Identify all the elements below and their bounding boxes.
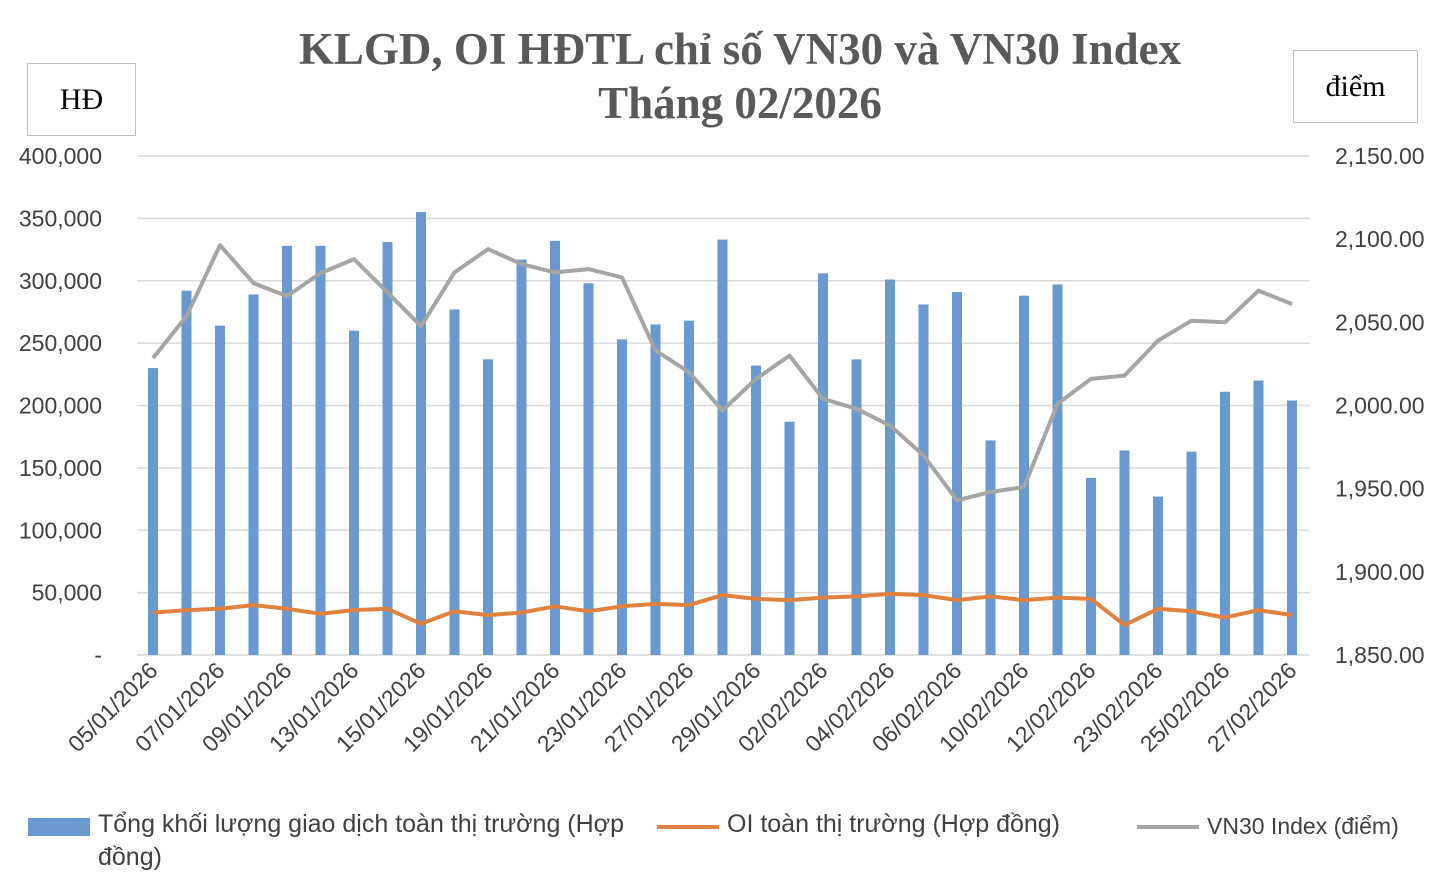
chart-title: KLGD, OI HĐTL chỉ số VN30 và VN30 Index … [0,22,1438,130]
bar-volume [1153,496,1163,655]
bar-volume [449,309,460,655]
right-tick-label: 2,150.00 [1335,143,1425,169]
bar-volume [349,330,359,655]
right-tick-label: 2,100.00 [1335,226,1425,252]
left-tick-label: 200,000 [19,393,102,419]
legend-swatch-volume [28,818,90,836]
left-tick-label: 100,000 [19,517,102,543]
legend-label-vn30: VN30 Index (điểm) [1207,813,1399,839]
right-tick-label: 1,950.00 [1335,476,1425,502]
line-oi [152,591,1293,628]
bar-volume [751,365,761,655]
legend-label-volume: Tổng khối lượng giao dịch toàn thị trườn… [98,810,624,871]
bar-volume [851,359,862,655]
left-tick-label: 50,000 [32,580,102,606]
legend-item-oi: OI toàn thị trường (Hợp đồng) [657,808,1060,841]
bar-volume [1220,391,1230,655]
left-tick-label: 150,000 [19,455,102,481]
bar-volume [684,320,694,655]
bar-volume [885,279,895,655]
left-axis-unit: HĐ [27,63,136,136]
line-vn30 [151,243,1293,503]
bar-volume [583,283,594,655]
bar-volume [784,421,795,655]
bar-volume [617,339,627,655]
bar-volume [550,240,560,655]
bar-volume [1119,450,1130,655]
bar-volume [215,325,225,655]
bar-volume [315,245,326,655]
bar-volume [650,324,661,655]
bar-volume [248,294,259,655]
bar-volume [1052,284,1063,655]
bar-volume [1086,477,1096,655]
left-tick-label: 300,000 [19,268,102,294]
legend-label-oi: OI toàn thị trường (Hợp đồng) [727,810,1061,838]
bar-volume [1287,400,1297,655]
left-tick-label: 350,000 [19,205,102,231]
bar-volume [952,291,962,655]
legend-swatch-oi [657,825,719,829]
bar-volume [1019,295,1029,655]
right-tick-label: 2,050.00 [1335,309,1425,335]
bar-volume [1253,380,1264,655]
bar-volume [1186,451,1197,655]
right-tick-label: 1,900.00 [1335,559,1425,585]
bar-volume [148,368,158,655]
legend-swatch-vn30 [1137,825,1199,829]
left-tick-label: 250,000 [19,330,102,356]
bar-volume [416,212,426,655]
right-tick-label: 2,000.00 [1335,393,1425,419]
right-axis-unit: điểm [1293,50,1418,123]
left-tick-label: - [94,642,102,668]
bar-volume [483,359,493,655]
bar-volume [516,259,527,655]
chart-title-line-2: Tháng 02/2026 [598,78,882,128]
bar-volume [282,245,292,655]
bar-volume [818,273,828,655]
right-tick-label: 1,850.00 [1335,642,1425,668]
bar-volume [382,242,393,655]
left-tick-label: 400,000 [19,143,102,169]
legend-item-volume: Tổng khối lượng giao dịch toàn thị trườn… [28,808,638,874]
bar-volume [717,239,728,655]
bar-volume [181,290,192,655]
chart-title-line-1: KLGD, OI HĐTL chỉ số VN30 và VN30 Index [298,24,1182,74]
bar-volume [918,304,929,655]
legend-item-vn30: VN30 Index (điểm) [1137,808,1399,844]
bar-volume [985,440,996,655]
